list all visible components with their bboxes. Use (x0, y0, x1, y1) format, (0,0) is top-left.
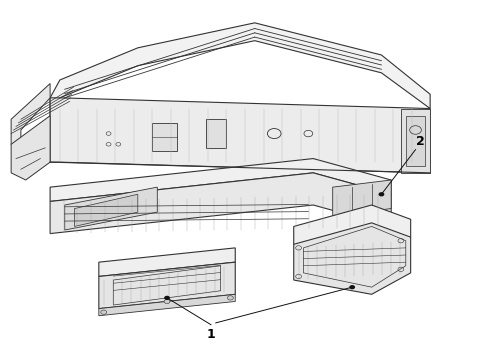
Polygon shape (99, 294, 235, 316)
Polygon shape (99, 248, 235, 276)
Polygon shape (50, 158, 391, 202)
Polygon shape (65, 187, 157, 230)
Polygon shape (206, 119, 225, 148)
Circle shape (378, 192, 384, 197)
Polygon shape (401, 109, 430, 173)
Text: 2: 2 (416, 135, 425, 148)
Polygon shape (50, 23, 430, 116)
Ellipse shape (82, 205, 125, 220)
Polygon shape (406, 116, 425, 166)
Polygon shape (11, 84, 50, 152)
Circle shape (164, 296, 170, 300)
Circle shape (164, 299, 170, 303)
Circle shape (227, 296, 233, 300)
Polygon shape (50, 98, 430, 173)
Polygon shape (50, 173, 391, 234)
Circle shape (349, 285, 355, 289)
Polygon shape (294, 205, 411, 258)
Circle shape (101, 310, 107, 314)
Polygon shape (11, 116, 50, 180)
Polygon shape (99, 262, 235, 309)
Polygon shape (294, 223, 411, 294)
Polygon shape (74, 194, 138, 226)
Polygon shape (152, 123, 177, 152)
Text: 1: 1 (206, 328, 215, 341)
Polygon shape (333, 180, 391, 216)
